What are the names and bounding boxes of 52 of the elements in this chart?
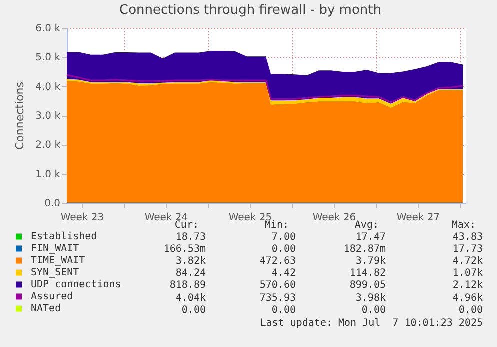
y-tick-label: 4.0 k — [36, 82, 61, 93]
text: 3.98k — [356, 292, 386, 304]
text: Max: — [452, 220, 476, 232]
text: 7.00 — [272, 232, 296, 244]
text: 818.89 — [170, 280, 206, 292]
text: 0.00 — [182, 304, 206, 317]
x-tick-label: Week 27 — [396, 212, 440, 224]
text: 43.83 — [452, 232, 483, 244]
text: Min: — [264, 220, 289, 232]
text: 17.47 — [356, 232, 386, 244]
text: 735.93 — [260, 292, 296, 304]
legend-label: SYN_SENT — [31, 268, 80, 279]
x-tick-label: Week 26 — [312, 212, 356, 224]
y-axis-title: Connections — [14, 82, 27, 150]
text: 4.04k — [176, 292, 206, 304]
text: 3.79k — [356, 256, 386, 268]
text: 17.73 — [452, 244, 483, 256]
y-tick-label: 1.0 k — [36, 169, 61, 180]
text: 182.87m — [344, 244, 386, 256]
line-series — [66, 74, 464, 104]
text: 899.05 — [350, 280, 386, 292]
text: 570.60 — [260, 280, 296, 292]
text: 114.82 — [350, 268, 386, 280]
text: 166.53m — [164, 244, 206, 256]
text: 4.72k — [452, 256, 483, 268]
chart-title: Connections through firewall - by month — [120, 3, 382, 18]
y-tick-label: 2.0 k — [36, 140, 61, 152]
legend-label: NATed — [31, 304, 62, 315]
text: 1.07k — [452, 268, 483, 280]
x-tick-label: Week 23 — [60, 212, 104, 224]
legend-label: Established — [31, 232, 98, 243]
text: Last update: Mon Jul 7 10:01:23 2025 — [260, 318, 483, 330]
text: 0.00 — [272, 304, 296, 317]
y-tick-label: 3.0 k — [36, 111, 61, 122]
text: 0.00 — [272, 244, 296, 256]
text: Avg: — [354, 220, 379, 232]
y-tick-label: 6.0 k — [36, 24, 61, 34]
text: 84.24 — [176, 268, 206, 280]
legend-label: Assured — [31, 292, 74, 303]
text: 4.42 — [272, 268, 296, 280]
text: 472.63 — [260, 256, 296, 268]
text: 3.82k — [176, 256, 206, 268]
text: 0.00 — [458, 304, 483, 317]
y-tick-label: 5.0 k — [36, 52, 61, 64]
legend-label: UDP connections — [31, 280, 122, 291]
text: 18.73 — [176, 232, 206, 244]
text: 2.12k — [452, 280, 483, 292]
legend-label: TIME_WAIT — [31, 256, 86, 267]
y-tick-label: 0.0 — [44, 198, 60, 210]
text: 4.96k — [452, 292, 483, 304]
text: 0.00 — [362, 304, 386, 317]
legend-label: FIN_WAIT — [31, 244, 80, 255]
